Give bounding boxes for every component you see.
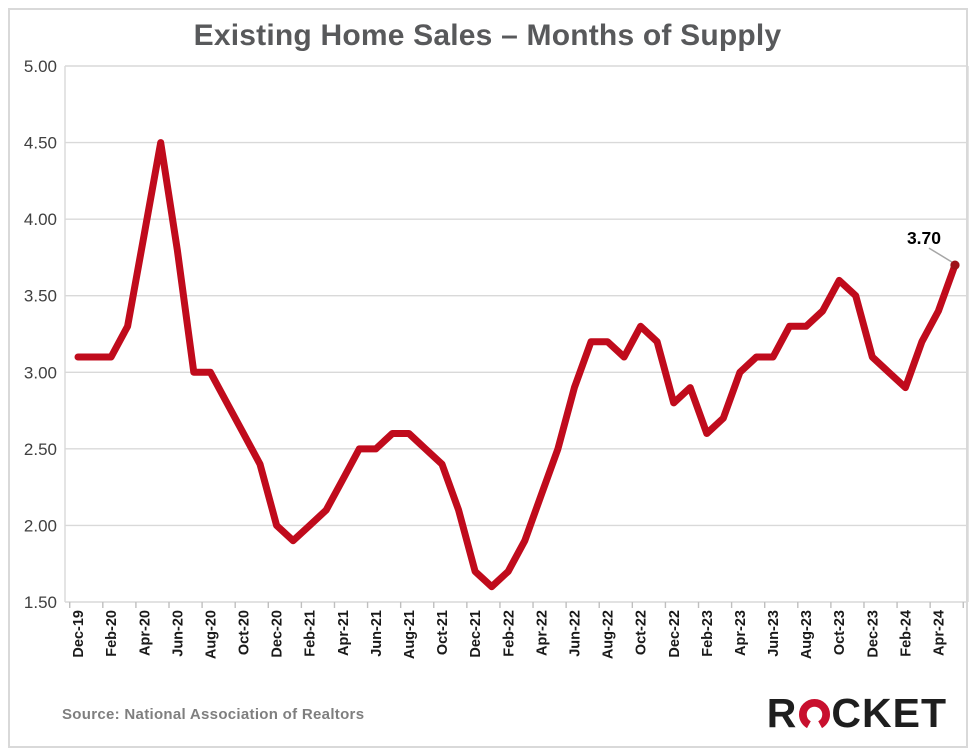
x-axis-tick-label: Apr-22 xyxy=(534,610,550,656)
rocket-logo: R CKET xyxy=(767,690,947,736)
y-axis-tick-label: 2.00 xyxy=(24,516,57,535)
x-axis-tick-label: Aug-22 xyxy=(601,610,617,659)
series-end-marker xyxy=(950,260,960,270)
x-axis-tick-label: Oct-21 xyxy=(435,610,451,655)
x-axis-tick-label: Feb-20 xyxy=(104,610,120,657)
y-axis-tick-label: 2.50 xyxy=(24,440,57,459)
x-axis-tick-label: Aug-20 xyxy=(203,610,219,659)
x-axis-tick-label: Dec-23 xyxy=(865,610,881,658)
x-axis-tick-label: Aug-21 xyxy=(402,610,418,659)
y-axis-tick-label: 4.00 xyxy=(24,210,57,229)
x-axis-tick-label: Aug-23 xyxy=(799,610,815,659)
x-axis-tick-label: Feb-23 xyxy=(700,610,716,657)
logo-letters-cket: CKET xyxy=(831,689,947,736)
series-line xyxy=(74,139,959,591)
x-axis-tick-label: Apr-21 xyxy=(336,610,352,656)
rocket-o-icon xyxy=(799,698,831,730)
x-axis-tick-label: Jun-23 xyxy=(766,610,782,657)
y-axis-tick-label: 3.50 xyxy=(24,287,57,306)
x-axis-tick-label: Dec-22 xyxy=(667,610,683,658)
label-leader-line xyxy=(928,247,953,263)
x-axis-tick-label: Jun-20 xyxy=(170,610,186,657)
x-axis-tick-label: Feb-24 xyxy=(898,610,914,657)
line-chart-plot: 5.00 4.50 4.00 3.50 3.00 2.50 2.00 1.50 Dec-19 Fe… xyxy=(24,57,969,659)
y-axis-tick-label: 3.00 xyxy=(24,363,57,382)
x-axis-tick-label: Jun-21 xyxy=(369,610,385,657)
x-axis-tick-label: Oct-22 xyxy=(634,610,650,655)
chart-title: Existing Home Sales – Months of Supply xyxy=(193,19,782,52)
x-axis-tick-label: Apr-24 xyxy=(932,610,948,656)
source-note: Source: National Association of Realtors xyxy=(62,706,365,723)
x-axis-tick-label: Dec-19 xyxy=(71,610,87,658)
x-axis-tick-label: Jun-22 xyxy=(567,610,583,657)
y-axis-tick-label: 5.00 xyxy=(24,57,57,76)
x-axis-tick-label: Dec-21 xyxy=(468,610,484,658)
x-axis-tick-label: Apr-20 xyxy=(137,610,153,656)
end-value-label: 3.70 xyxy=(907,228,941,248)
y-axis-tick-label: 1.50 xyxy=(24,593,57,612)
y-axis-tick-label: 4.50 xyxy=(24,134,57,153)
x-axis-tick-label: Oct-20 xyxy=(237,610,253,655)
chart-frame xyxy=(8,8,968,748)
x-axis-tick-label: Feb-21 xyxy=(303,610,319,657)
logo-letter-r: R xyxy=(766,689,798,736)
x-axis-tick-label: Oct-23 xyxy=(832,610,848,655)
x-axis-tick-label: Feb-22 xyxy=(501,610,517,657)
x-axis-tick-label: Apr-23 xyxy=(733,610,749,656)
x-axis-tick-label: Dec-20 xyxy=(270,610,286,658)
